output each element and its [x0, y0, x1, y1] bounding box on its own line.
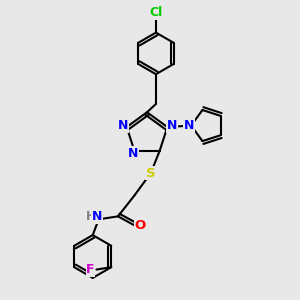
Text: Cl: Cl: [149, 6, 163, 19]
Text: N: N: [118, 119, 128, 132]
Text: O: O: [135, 219, 146, 232]
Text: F: F: [86, 263, 95, 276]
Text: H: H: [85, 210, 95, 224]
Text: N: N: [184, 119, 194, 132]
Text: N: N: [167, 119, 177, 132]
Text: S: S: [146, 167, 155, 180]
Text: N: N: [128, 147, 138, 160]
Text: N: N: [92, 210, 102, 224]
